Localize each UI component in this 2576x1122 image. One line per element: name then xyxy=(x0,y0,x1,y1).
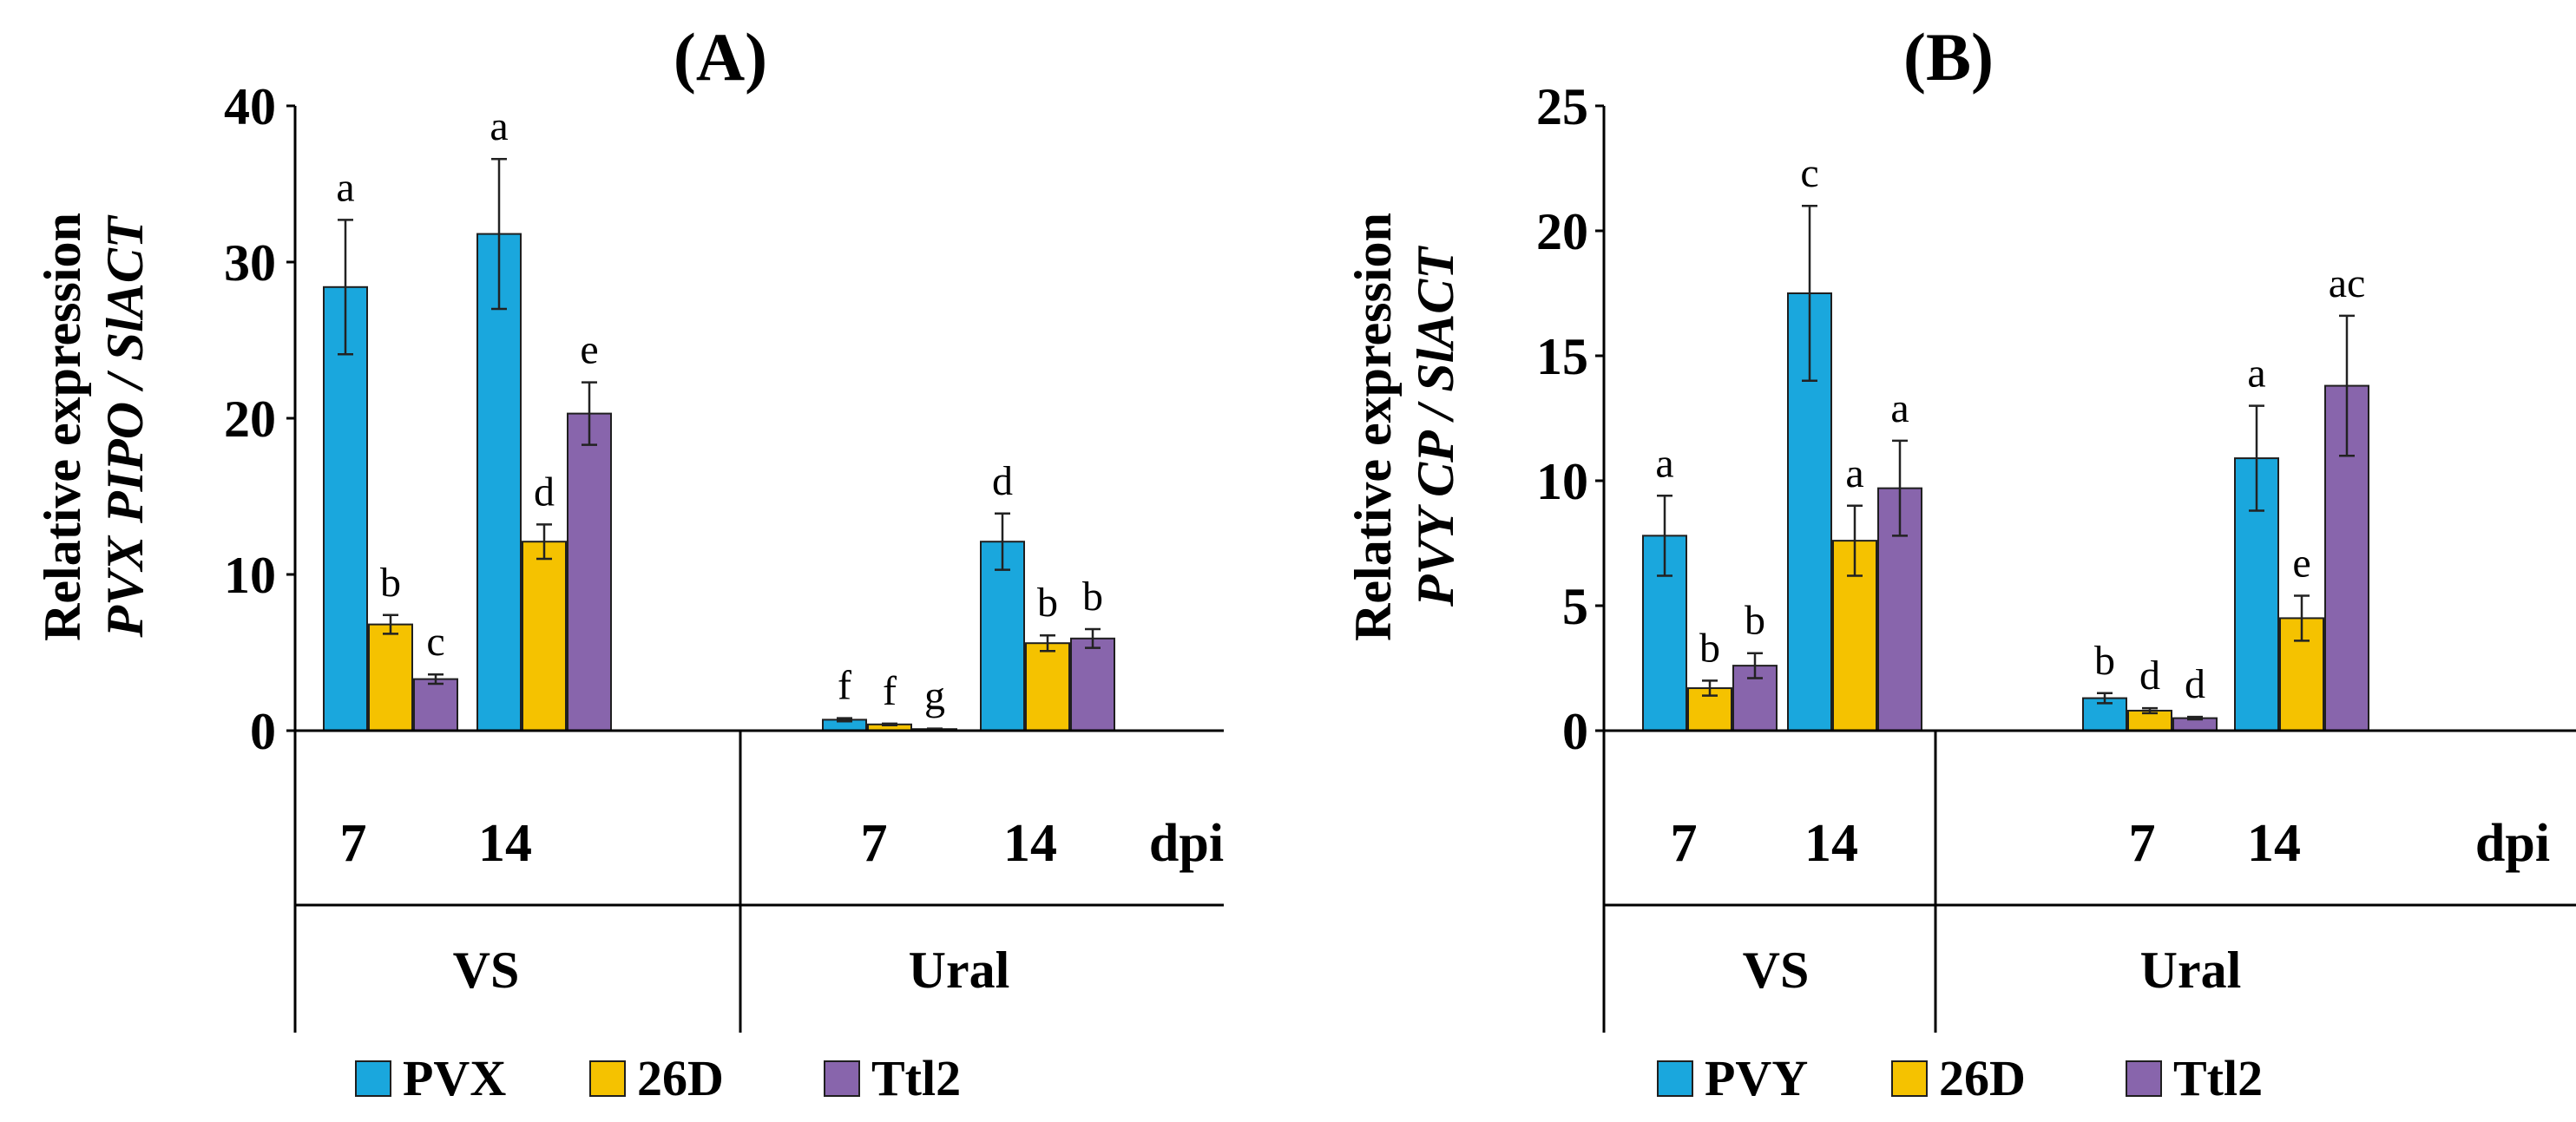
significance-letter: e xyxy=(2292,540,2310,586)
y-axis-label-line-1: Relative expression xyxy=(34,213,91,641)
x-tick-label: 7 xyxy=(340,814,367,873)
significance-letter: a xyxy=(336,164,354,210)
significance-letter: b xyxy=(2094,638,2115,684)
y-tick-label: 0 xyxy=(250,703,276,760)
x-axis-labels: dpi 7 14 VS 7 14 Ural xyxy=(340,814,1225,999)
legend-label: Ttl2 xyxy=(871,1050,961,1106)
y-axis-label: Relative expression PVY CP / SlACT xyxy=(1344,213,1464,641)
y-tick-label: 5 xyxy=(1562,578,1588,635)
significance-letter: f xyxy=(838,663,851,709)
x-tick-label: 14 xyxy=(1003,814,1057,873)
significance-letter: b xyxy=(380,560,401,606)
y-tick-label: 15 xyxy=(1536,328,1588,385)
x-tick-label: 14 xyxy=(2247,814,2301,873)
legend-label: 26D xyxy=(1939,1050,2026,1106)
y-tick-label: 25 xyxy=(1536,78,1588,135)
legend: PVY 26D Ttl2 xyxy=(1657,1050,2263,1106)
chart-title: (A) xyxy=(674,19,767,95)
legend-swatch-pvy xyxy=(1657,1060,1693,1097)
significance-letter: d xyxy=(992,458,1013,504)
y-axis-label-line-2: PVX PIPO / SlACT xyxy=(96,214,154,638)
legend-label: PVX xyxy=(403,1050,506,1106)
significance-letter: c xyxy=(1800,150,1818,196)
y-tick-label: 20 xyxy=(1536,203,1588,260)
significance-letter: e xyxy=(580,327,598,373)
y-axis-ticks: 0 5 10 15 20 25 xyxy=(1536,78,1604,760)
dpi-label: dpi xyxy=(2475,814,2550,873)
dpi-label: dpi xyxy=(1149,814,1224,873)
bar-ttl2 xyxy=(567,412,612,732)
legend-swatch-26d xyxy=(589,1060,626,1097)
significance-letter: a xyxy=(490,103,508,149)
bar-pvx xyxy=(323,285,368,732)
bar-26d xyxy=(368,623,413,732)
significance-letter: b xyxy=(1699,625,1720,671)
group-label: VS xyxy=(453,942,520,999)
significance-letter: a xyxy=(1655,440,1673,486)
y-axis-label: Relative expression PVX PIPO / SlACT xyxy=(34,213,154,641)
chart-title: (B) xyxy=(1903,19,1994,95)
significance-letter: g xyxy=(924,673,945,719)
significance-letter: a xyxy=(1890,385,1909,431)
bar-ttl2 xyxy=(413,678,458,732)
chart-panel-b: (B) Relative expression PVY CP / SlACT 0… xyxy=(1344,19,2576,1106)
legend-label: Ttl2 xyxy=(2173,1050,2263,1106)
significance-letter: b xyxy=(1745,598,1765,644)
significance-letter: f xyxy=(883,668,897,714)
legend-swatch-pvx xyxy=(355,1060,391,1097)
chart-panel-a: (A) Relative expression PVX PIPO / SlACT… xyxy=(34,19,1224,1106)
legend-swatch-ttl2 xyxy=(824,1060,860,1097)
y-axis-label-line-2: PVY CP / SlACT xyxy=(1407,246,1464,607)
axes xyxy=(1602,106,2576,1033)
bar-26d xyxy=(522,541,567,732)
bar-ttl2 xyxy=(1070,637,1115,732)
group-label: Ural xyxy=(2140,942,2242,999)
bar-26d xyxy=(1025,642,1070,732)
group-label: Ural xyxy=(909,942,1010,999)
x-tick-label: 7 xyxy=(861,814,888,873)
axes xyxy=(293,106,1224,1033)
legend-swatch-ttl2 xyxy=(2126,1060,2162,1097)
significance-letter: c xyxy=(426,619,444,665)
x-tick-label: 14 xyxy=(1804,814,1858,873)
y-axis-label-line-1: Relative expression xyxy=(1344,213,1402,641)
x-tick-label: 7 xyxy=(1671,814,1698,873)
x-tick-label: 7 xyxy=(2129,814,2156,873)
bar-pvx xyxy=(980,541,1025,732)
y-tick-label: 40 xyxy=(224,78,276,135)
significance-letter: ac xyxy=(2329,260,2366,306)
legend-swatch-26d xyxy=(1891,1060,1928,1097)
legend-label: PVY xyxy=(1705,1050,1808,1106)
significance-letter: a xyxy=(1845,450,1863,496)
legend-label: 26D xyxy=(637,1050,724,1106)
y-axis-ticks: 0 10 20 30 40 xyxy=(224,78,295,760)
x-tick-label: 14 xyxy=(478,814,532,873)
y-tick-label: 30 xyxy=(224,234,276,292)
significance-letter: d xyxy=(2139,653,2160,699)
legend: PVX 26D Ttl2 xyxy=(355,1050,961,1106)
y-tick-label: 10 xyxy=(224,547,276,604)
y-tick-label: 20 xyxy=(224,390,276,448)
significance-letter: a xyxy=(2247,351,2265,397)
significance-letter: b xyxy=(1037,580,1058,626)
y-tick-label: 10 xyxy=(1536,453,1588,510)
x-axis-labels: dpi 7 14 VS 7 14 Ural xyxy=(1671,814,2551,999)
group-label: VS xyxy=(1743,942,1810,999)
y-tick-label: 0 xyxy=(1562,703,1588,760)
significance-letter: b xyxy=(1082,574,1103,620)
significance-letter: d xyxy=(534,469,555,515)
significance-letter: d xyxy=(2185,661,2205,707)
